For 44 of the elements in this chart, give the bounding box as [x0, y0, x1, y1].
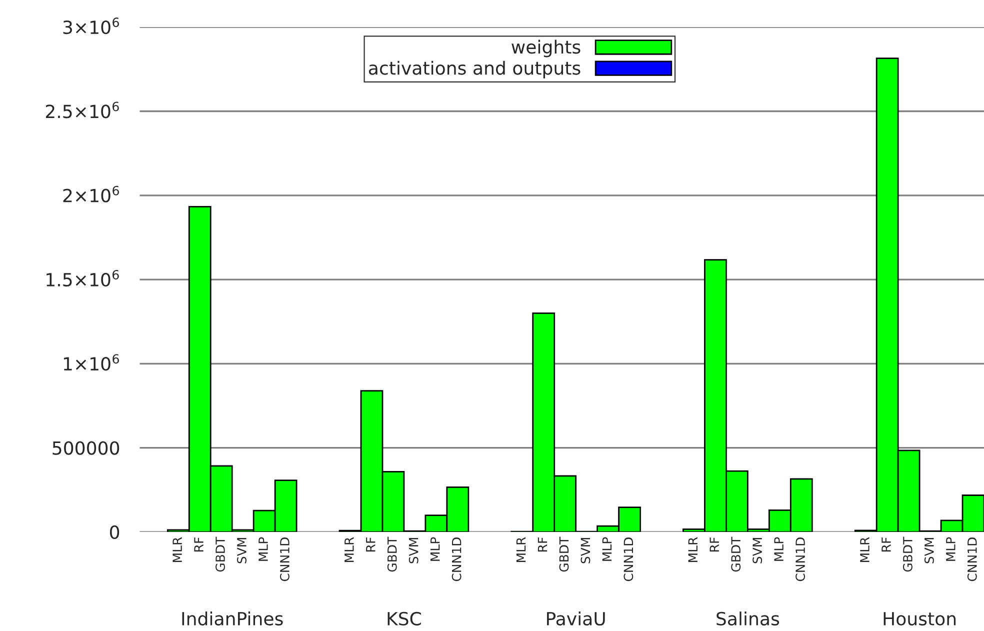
x-tick-label: GBDT	[559, 536, 569, 572]
x-tick-label: RF	[366, 538, 376, 552]
x-tick-label: CNN1D	[624, 538, 634, 582]
text: KSC	[388, 612, 421, 626]
text: PaviaU	[547, 612, 605, 626]
y-tick-label: 3×10$^{6}$	[63, 18, 119, 34]
x-tick-label: MLR	[172, 537, 182, 562]
x-tick-label: CNN1D	[452, 538, 462, 582]
y-tick-label: 1.5×10$^{6}$	[46, 270, 119, 287]
text: Houston	[884, 612, 956, 626]
text: IndianPines	[182, 612, 283, 626]
x-tick-label: MLP	[430, 537, 440, 561]
x-tick-label: SVM	[752, 538, 762, 564]
x-tick-label: MLR	[688, 537, 698, 562]
y-tick-label: 2×10$^{6}$	[63, 186, 119, 202]
x-tick-label: SVM	[580, 538, 590, 564]
x-tick-label: RF	[710, 538, 719, 552]
x-tick-label: MLR	[516, 537, 526, 562]
y-tick-label: 500000	[52, 441, 120, 455]
y-tick-label: 2.5×10$^{6}$	[46, 102, 119, 118]
x-tick-label: MLP	[946, 537, 956, 561]
x-tick-label: GBDT	[387, 536, 397, 572]
y-tick-label: 1×10$^{6}$	[64, 354, 119, 371]
x-tick-label: GBDT	[216, 536, 225, 572]
y-tick-label: 0	[110, 525, 120, 540]
x-tick-label: CNN1D	[280, 538, 290, 582]
x-tick-label: RF	[538, 538, 548, 552]
legend-label: activations and outputs	[368, 60, 580, 78]
x-tick-label: MLP	[774, 537, 784, 561]
x-tick-label: MLR	[344, 537, 354, 562]
x-tick-label: SVM	[237, 538, 246, 564]
x-tick-label: RF	[882, 538, 891, 552]
x-tick-label: CNN1D	[967, 538, 977, 582]
x-tick-label: GBDT	[731, 536, 741, 572]
x-tick-label: SVM	[408, 538, 418, 564]
x-tick-label: MLP	[258, 537, 268, 561]
x-tick-label: SVM	[924, 538, 934, 564]
x-tick-label: MLP	[602, 537, 612, 561]
x-tick-label: MLR	[860, 537, 870, 562]
text: Salinas	[716, 612, 780, 626]
x-tick-label: CNN1D	[796, 538, 806, 582]
x-tick-label: RF	[194, 538, 204, 552]
x-tick-label: GBDT	[902, 536, 912, 572]
legend-label: weights	[512, 40, 580, 58]
